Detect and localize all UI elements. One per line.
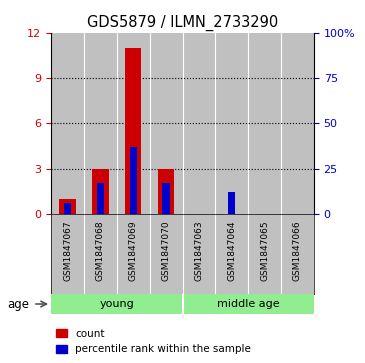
Bar [59, 199, 76, 214]
Bar [150, 214, 182, 294]
Bar [281, 214, 314, 294]
Text: young: young [99, 299, 134, 309]
Text: GSM1847066: GSM1847066 [293, 221, 302, 281]
Bar [130, 147, 137, 214]
Text: GSM1847067: GSM1847067 [63, 221, 72, 281]
Bar [248, 214, 281, 294]
Text: GSM1847063: GSM1847063 [195, 221, 203, 281]
Bar [182, 33, 215, 214]
Text: GSM1847065: GSM1847065 [260, 221, 269, 281]
Text: GSM1847064: GSM1847064 [227, 221, 236, 281]
Bar [182, 294, 314, 314]
Bar [162, 183, 170, 214]
Bar [150, 33, 182, 214]
Text: GSM1847068: GSM1847068 [96, 221, 105, 281]
Bar [117, 33, 150, 214]
Bar [182, 214, 215, 294]
Bar [228, 192, 235, 214]
Bar [92, 169, 109, 214]
Bar [281, 33, 314, 214]
Text: GSM1847070: GSM1847070 [162, 221, 170, 281]
Bar [84, 33, 117, 214]
Bar [248, 33, 281, 214]
Bar [125, 48, 142, 214]
Text: age: age [7, 298, 29, 310]
Bar [51, 214, 84, 294]
Bar [117, 214, 150, 294]
Bar [215, 33, 248, 214]
Bar [97, 183, 104, 214]
Bar [51, 33, 84, 214]
Bar [51, 294, 182, 314]
Bar [215, 214, 248, 294]
Text: GSM1847069: GSM1847069 [129, 221, 138, 281]
Text: middle age: middle age [217, 299, 280, 309]
Bar [84, 214, 117, 294]
Bar [158, 169, 174, 214]
Title: GDS5879 / ILMN_2733290: GDS5879 / ILMN_2733290 [87, 15, 278, 31]
Legend: count, percentile rank within the sample: count, percentile rank within the sample [56, 329, 251, 354]
Bar [64, 203, 71, 214]
